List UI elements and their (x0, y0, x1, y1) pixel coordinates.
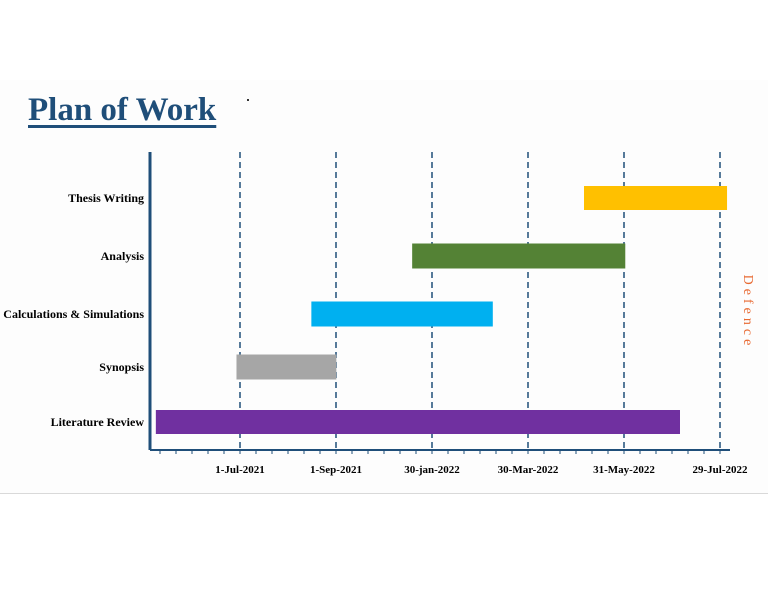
x-tick-label: 1-Sep-2021 (310, 464, 362, 476)
x-axis-minor-ticks (159, 450, 721, 454)
task-bars (155, 186, 728, 434)
category-labels: Literature Review Synopsis Calculations & … (3, 191, 144, 429)
task-bar (155, 410, 681, 434)
x-tick-label: 1-Jul-2021 (215, 464, 265, 476)
page-title: Plan of Work (28, 92, 217, 128)
x-tick-label: 30-jan-2022 (404, 464, 460, 476)
task-bar (412, 243, 626, 269)
task-bar (584, 186, 728, 210)
x-tick-label: 30-Mar-2022 (498, 464, 559, 476)
category-label: Analysis (101, 249, 145, 263)
stray-dot (247, 99, 249, 101)
category-label: Literature Review (51, 415, 145, 429)
x-tick-label: 29-Jul-2022 (693, 464, 749, 476)
category-label: Thesis Writing (68, 191, 144, 205)
x-tick-labels: 1-Jul-2021 1-Sep-2021 30-jan-2022 30-Mar-20… (215, 464, 748, 476)
task-bar (311, 301, 493, 327)
defence-label: Defence (740, 274, 755, 350)
x-tick-label: 31-May-2022 (593, 464, 655, 476)
category-label: Calculations & Simulations (3, 307, 144, 321)
category-label: Synopsis (99, 360, 144, 374)
task-bar (236, 354, 337, 380)
